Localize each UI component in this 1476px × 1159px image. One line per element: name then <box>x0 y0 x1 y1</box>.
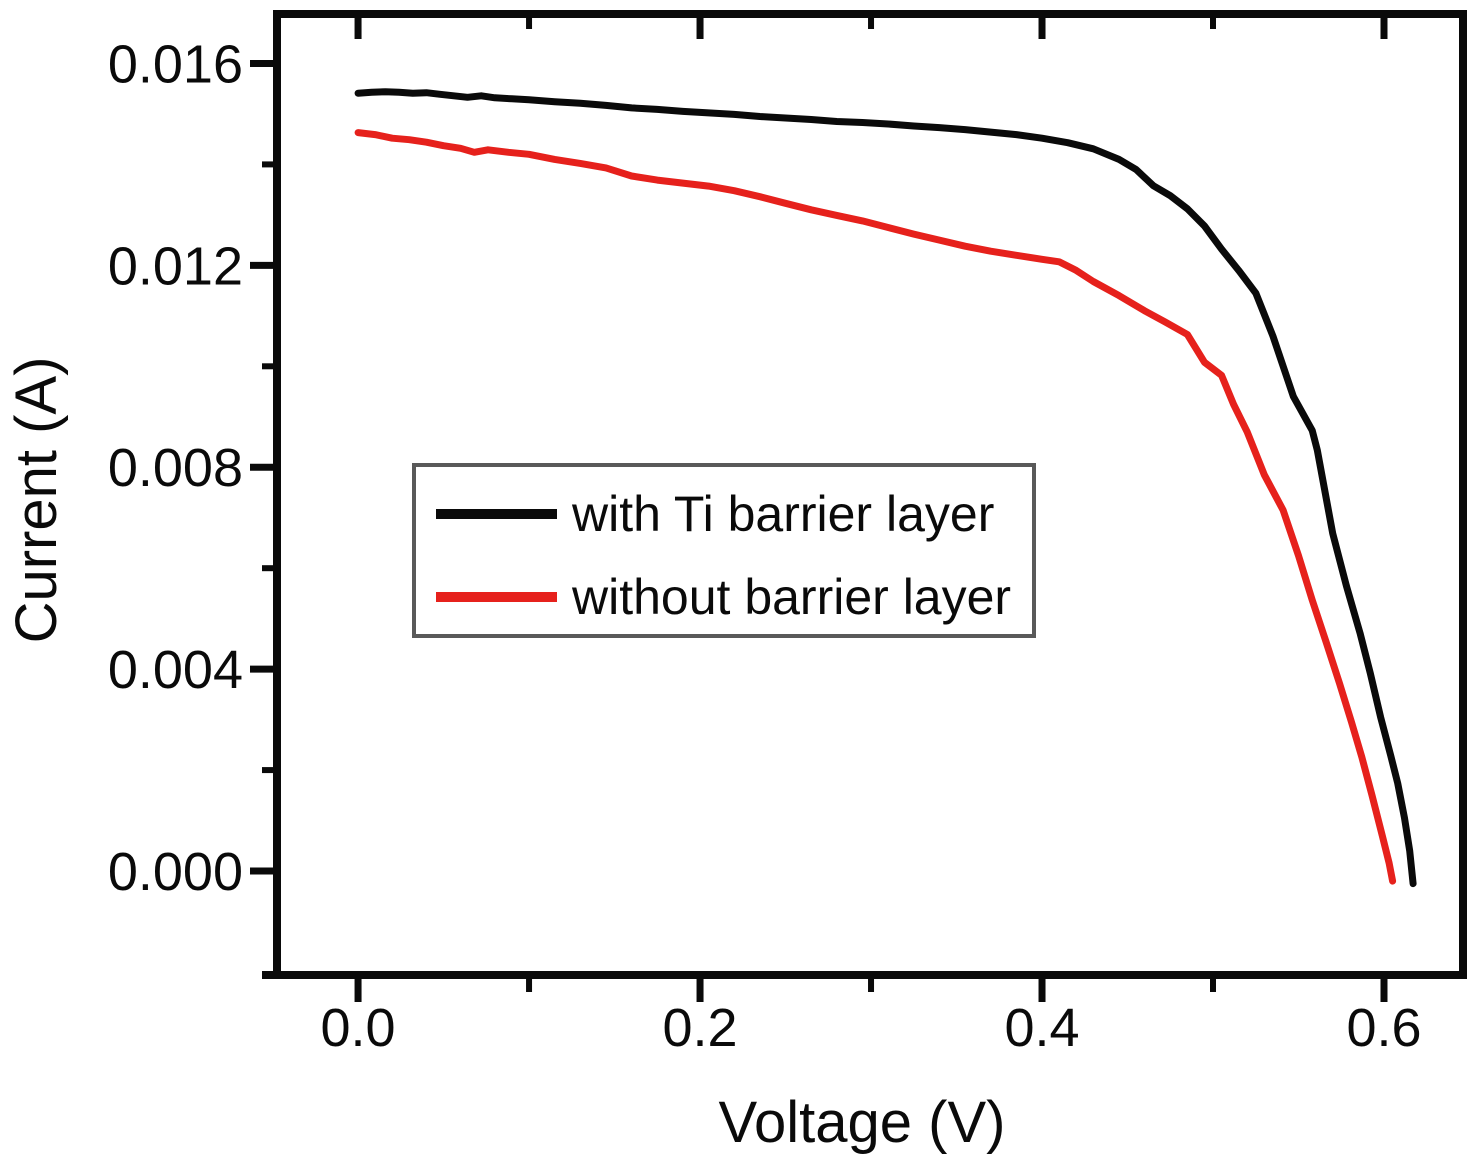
y-tick-label: 0.008 <box>108 438 243 498</box>
legend-box <box>412 463 1036 638</box>
axis-tick-labels: 0.0 0.2 0.4 0.6 0.000 0.004 0.008 0.012 0.016 <box>108 34 1422 1058</box>
x-axis-title: Voltage (V) <box>719 1090 1006 1155</box>
y-tick-label: 0.000 <box>108 842 243 902</box>
x-tick-label: 0.0 <box>321 998 396 1058</box>
y-axis-title: Current (A) <box>4 357 69 644</box>
legend: with Ti barrier layer without barrier la… <box>412 463 1036 638</box>
x-tick-label: 0.4 <box>1004 998 1079 1058</box>
x-tick-label: 0.6 <box>1346 998 1421 1058</box>
series-line-0 <box>354 88 1417 888</box>
y-tick-label: 0.004 <box>108 640 243 700</box>
legend-label-without: without barrier layer <box>571 569 1011 625</box>
legend-label-with-ti: with Ti barrier layer <box>571 486 994 542</box>
x-tick-label: 0.2 <box>662 998 737 1058</box>
data-series <box>354 88 1417 888</box>
axis-ticks <box>250 14 1388 1002</box>
series-line-1 <box>354 129 1397 885</box>
y-tick-label: 0.012 <box>108 236 243 296</box>
y-tick-label: 0.016 <box>108 34 243 94</box>
